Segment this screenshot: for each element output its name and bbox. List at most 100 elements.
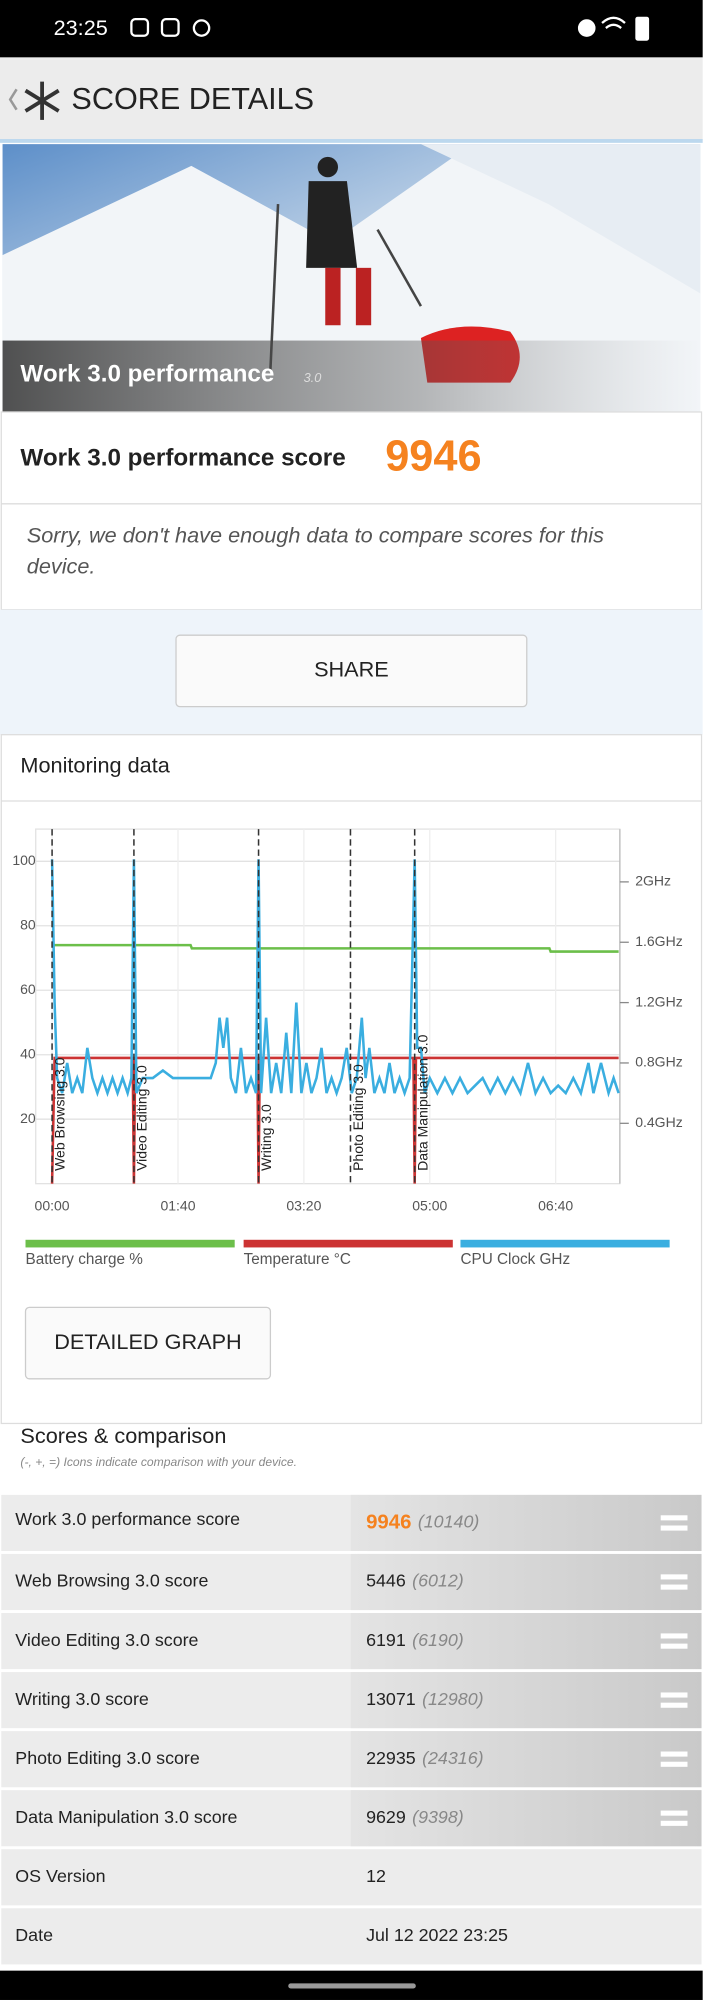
y-tick-label: 100: [12, 852, 36, 868]
legend-label: Temperature °C: [244, 1251, 351, 1268]
y2-tick-label: 1.6GHz: [635, 933, 683, 949]
x-tick-label: 00:00: [35, 1197, 70, 1213]
row-label: Web Browsing 3.0 score: [15, 1571, 208, 1591]
hero-version: 3.0: [304, 370, 322, 385]
event-label: Writing 3.0: [258, 1104, 274, 1171]
equal-icon: [660, 1692, 688, 1698]
app-bar-border: [0, 139, 703, 143]
score-cell: [350, 1790, 702, 1847]
hero-caption-band: [2, 340, 701, 412]
row-label: Data Manipulation 3.0 score: [15, 1807, 237, 1827]
equal-icon: [660, 1574, 688, 1580]
legend-swatch: [25, 1239, 235, 1248]
app-bar: [0, 57, 703, 141]
row-score: 9946: [366, 1511, 411, 1533]
clock: 23:25: [54, 15, 108, 40]
equal-icon: [660, 1761, 688, 1767]
event-label: Photo Editing 3.0: [350, 1064, 366, 1171]
score-cell: [350, 1494, 702, 1552]
share-button[interactable]: [175, 634, 528, 708]
share-label[interactable]: SHARE: [314, 657, 389, 682]
y2-tick-label: 0.4GHz: [635, 1114, 683, 1130]
score-value: 9946: [385, 433, 481, 481]
plot-area: [35, 828, 621, 1185]
row-comparison: (6012): [412, 1571, 464, 1591]
row-label: Writing 3.0 score: [15, 1689, 149, 1709]
legend-swatch: [243, 1239, 453, 1248]
detailed-graph-button[interactable]: [24, 1306, 272, 1380]
event-label: Data Manipulation 3.0: [414, 1034, 430, 1171]
y-tick-label: 40: [20, 1045, 36, 1061]
row-label: Photo Editing 3.0 score: [15, 1748, 200, 1768]
hero-slope: [420, 144, 701, 294]
scores-subtitle: (-, +, =) Icons indicate comparison with…: [20, 1455, 297, 1469]
score-label: Work 3.0 performance score: [20, 445, 345, 472]
row-label: OS Version: [15, 1866, 105, 1886]
equal-icon: [660, 1525, 688, 1531]
equal-icon: [660, 1820, 688, 1826]
score-card: [0, 411, 703, 611]
x-tick-label: 06:40: [538, 1197, 573, 1213]
legend-label: CPU Clock GHz: [460, 1251, 570, 1268]
hero-title: Work 3.0 performance: [20, 360, 274, 387]
page-title: SCORE DETAILS: [71, 82, 314, 116]
row-score: 13071: [366, 1689, 416, 1709]
scores-title: Scores & comparison: [20, 1423, 226, 1448]
equal-icon: [660, 1643, 688, 1649]
score-cell: [350, 1612, 702, 1670]
scores-table: Work 3.0 performance score 9946 (10140) Web…: [1, 1494, 702, 1965]
chart: 20 40 60 80 100 00:00 01:40 03:20 05:00 06:40 0.4G…: [12, 828, 683, 1268]
row-score: 22935: [366, 1748, 416, 1768]
table-row: [1, 1908, 702, 1965]
app-logo: [24, 81, 60, 120]
score-cell: [350, 1672, 702, 1729]
row-comparison: (12980): [422, 1689, 484, 1709]
message-line: Sorry, we don't have enough data to comp…: [27, 523, 604, 548]
x-tick-label: 05:00: [412, 1197, 447, 1213]
row-value: 12: [366, 1866, 386, 1886]
row-score: 5446: [366, 1571, 406, 1591]
row-comparison: (24316): [422, 1748, 484, 1768]
series-line: [50, 859, 620, 1098]
event-label: Web Browsing 3.0: [52, 1057, 68, 1171]
x-tick-label: 03:20: [286, 1197, 321, 1213]
equal-icon: [660, 1810, 688, 1816]
legend-swatch: [460, 1239, 670, 1248]
nav-handle[interactable]: [288, 1983, 416, 1989]
y-tick-label: 80: [20, 916, 36, 932]
score-cell: [350, 1553, 702, 1611]
row-label: Work 3.0 performance score: [15, 1509, 240, 1529]
table-row: [1, 1849, 702, 1906]
monitoring-title: Monitoring data: [20, 752, 170, 777]
y-tick-label: 20: [20, 1110, 36, 1126]
legend-label: Battery charge %: [26, 1251, 144, 1268]
series-line: [52, 943, 619, 953]
equal-icon: [660, 1702, 688, 1708]
row-comparison: (10140): [418, 1512, 480, 1532]
row-label: Date: [15, 1925, 53, 1945]
row-comparison: (9398): [412, 1807, 464, 1827]
row-label: Video Editing 3.0 score: [15, 1630, 198, 1650]
y-tick-label: 60: [20, 981, 36, 997]
back-button[interactable]: [8, 88, 18, 111]
row-score: 6191: [366, 1630, 406, 1650]
equal-icon: [660, 1584, 688, 1590]
equal-icon: [660, 1633, 688, 1639]
y2-tick-label: 2GHz: [635, 873, 671, 889]
row-score: 9629: [366, 1807, 406, 1827]
equal-icon: [660, 1751, 688, 1757]
score-cell: [350, 1731, 702, 1788]
y2-tick-label: 1.2GHz: [635, 993, 683, 1009]
row-value: Jul 12 2022 23:25: [366, 1925, 508, 1945]
y2-tick-label: 0.8GHz: [635, 1054, 683, 1070]
equal-icon: [660, 1515, 688, 1521]
x-tick-label: 01:40: [160, 1197, 195, 1213]
status-icons: [130, 16, 650, 41]
message-line: device.: [27, 553, 96, 578]
row-comparison: (6190): [412, 1630, 464, 1650]
detailed-graph-label[interactable]: DETAILED GRAPH: [54, 1329, 241, 1354]
event-label: Video Editing 3.0: [134, 1065, 150, 1171]
